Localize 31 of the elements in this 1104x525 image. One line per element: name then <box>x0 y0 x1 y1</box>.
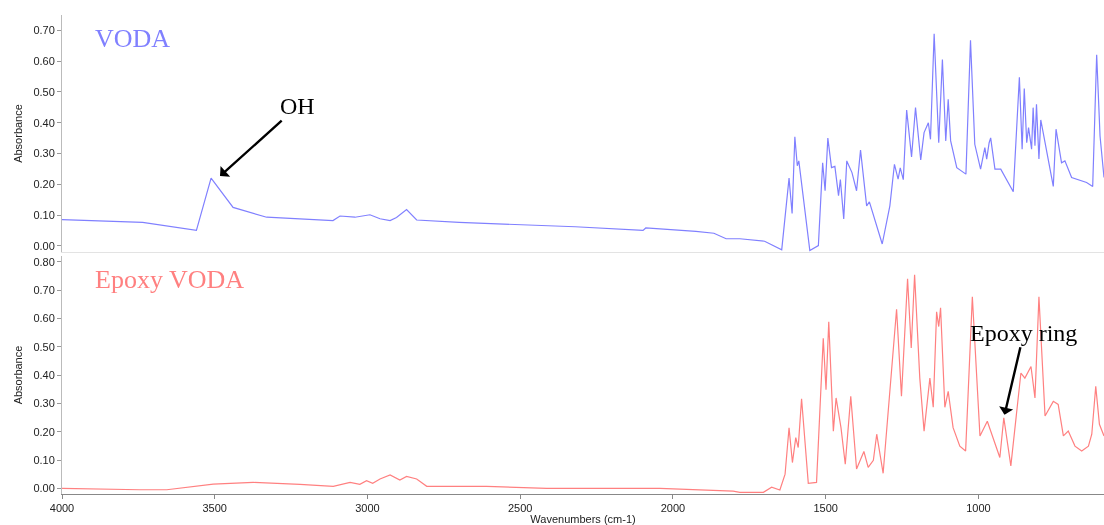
x-tick-label: 3000 <box>355 502 380 515</box>
y-tick-label: 0.00 <box>33 482 55 495</box>
y-axis-title: Absorbance <box>12 345 25 405</box>
y-tick-label: 0.20 <box>33 178 55 191</box>
text: VODA <box>95 24 171 53</box>
y-tick-label: 0.30 <box>33 147 55 160</box>
y-tick-label: 0.80 <box>33 255 55 268</box>
annotation: Epoxy ring <box>970 320 1078 346</box>
x-tick-label: 4000 <box>49 502 75 515</box>
x-tick-label: 1000 <box>966 502 991 515</box>
x-tick-label: 1500 <box>813 502 838 515</box>
y-tick-label: 0.70 <box>33 24 55 37</box>
x-tick-label: 3500 <box>202 502 227 515</box>
y-tick-label: 0.00 <box>33 239 55 252</box>
y-tick-label: 0.10 <box>33 453 55 466</box>
y-tick-label: 0.50 <box>33 85 55 98</box>
y-tick-label: 0.70 <box>33 283 55 296</box>
y-tick-label: 0.50 <box>33 340 55 353</box>
y-tick-label: 0.40 <box>33 368 55 381</box>
y-tick-label: 0.60 <box>33 55 55 68</box>
y-tick-label: 0.10 <box>33 208 55 221</box>
y-tick-label: 0.20 <box>33 425 55 438</box>
x-tick-label: 2500 <box>507 502 533 515</box>
annotation: OH <box>280 93 315 119</box>
x-axis-title: Wavenumbers (cm-1) <box>530 513 636 525</box>
x-tick-label: 2000 <box>660 502 686 515</box>
text: Epoxy VODA <box>95 265 245 294</box>
y-tick-label: 0.40 <box>33 116 55 129</box>
y-tick-label: 0.30 <box>33 397 55 410</box>
y-tick-label: 0.60 <box>33 312 55 325</box>
y-axis-title: Absorbance <box>12 104 25 163</box>
